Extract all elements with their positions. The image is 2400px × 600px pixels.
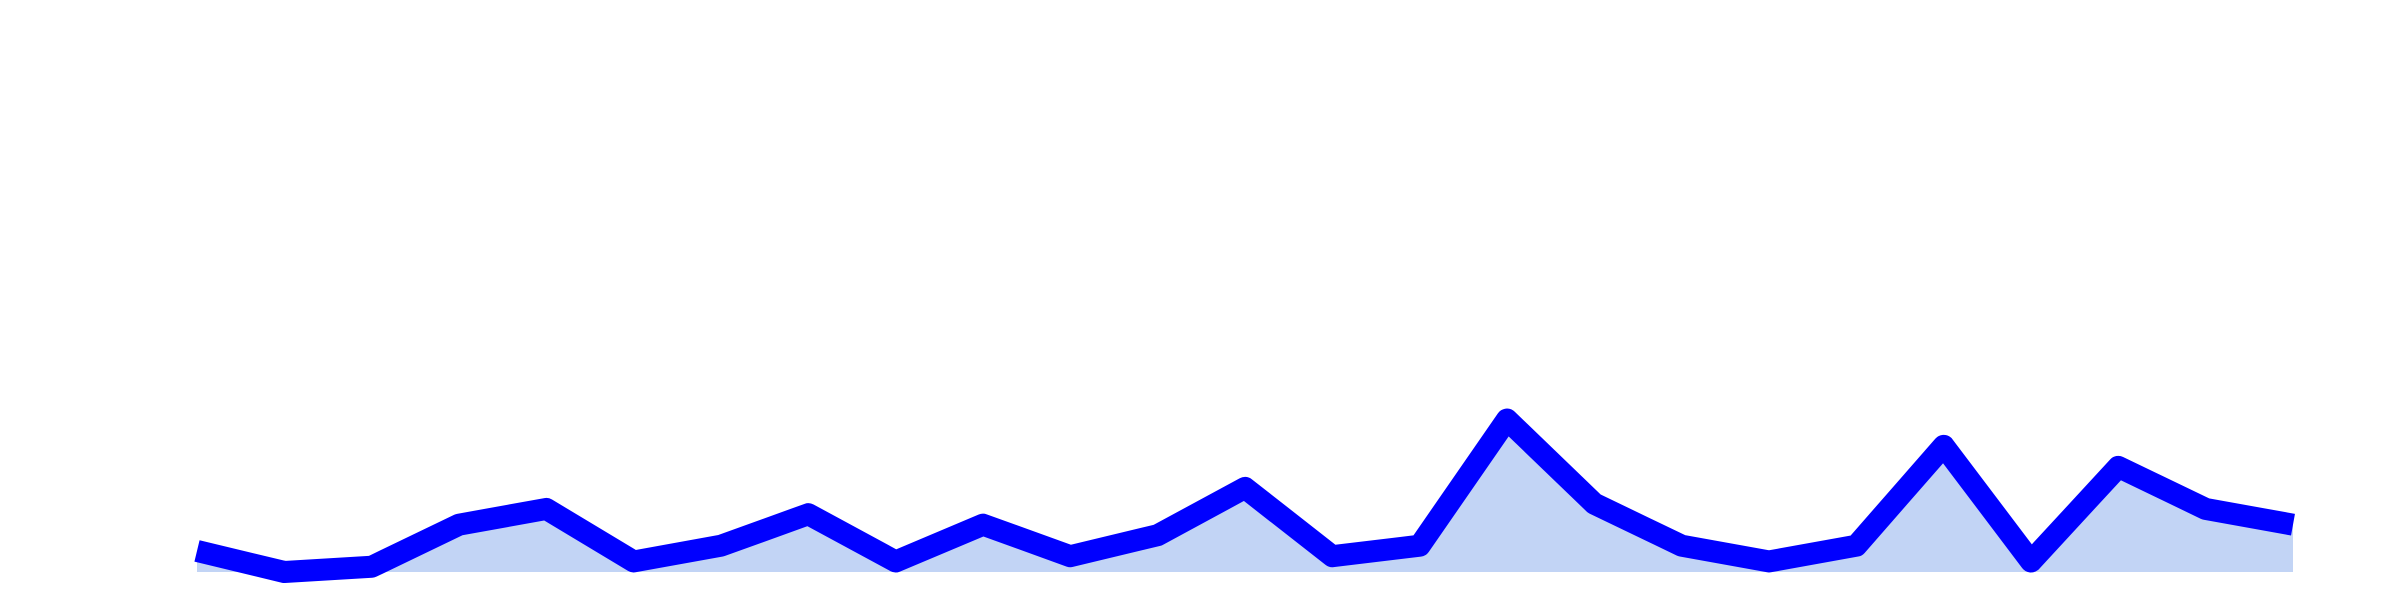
series-line: [194, 408, 2295, 583]
line-layer: [194, 408, 2295, 583]
